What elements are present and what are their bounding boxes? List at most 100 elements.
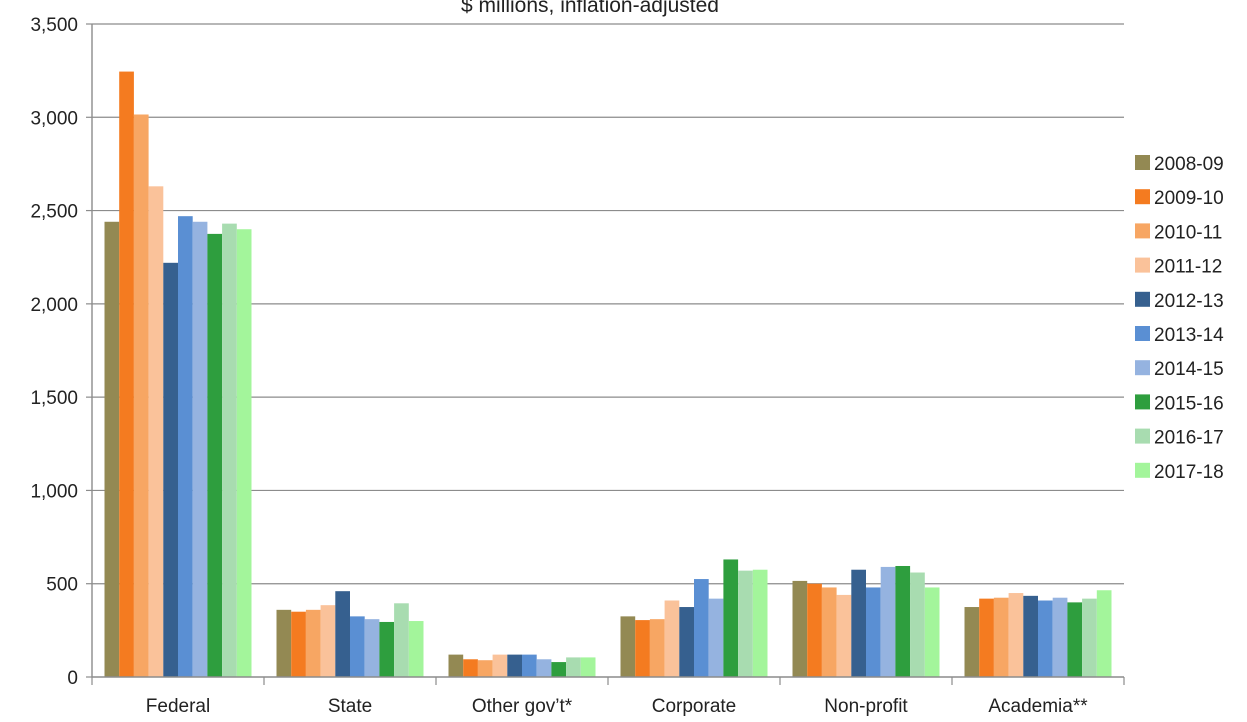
chart-subtitle: $ millions, inflation-adjusted xyxy=(461,0,719,17)
bar xyxy=(851,569,866,677)
bar xyxy=(979,598,994,677)
bar xyxy=(119,71,134,678)
y-axis: 0 500 1,000 1,500 2,000 2,500 3,000 3,500 xyxy=(30,15,93,689)
bar xyxy=(305,609,321,677)
bar xyxy=(364,619,380,677)
bar xyxy=(694,579,709,677)
legend-swatch xyxy=(1135,462,1150,478)
y-tick-label: 3,000 xyxy=(30,108,78,129)
bar xyxy=(792,580,808,677)
legend-swatch xyxy=(1135,257,1150,273)
bar xyxy=(536,659,552,677)
bar xyxy=(507,654,522,677)
x-category-label: State xyxy=(328,696,372,717)
legend-swatch xyxy=(1135,326,1150,341)
bar xyxy=(880,566,896,677)
bar xyxy=(635,620,650,677)
y-tick-label: 0 xyxy=(67,668,78,689)
legend-swatch xyxy=(1135,155,1150,170)
bar xyxy=(620,616,636,677)
bar xyxy=(866,587,881,677)
legend-label: 2017-18 xyxy=(1154,462,1224,483)
bar xyxy=(910,572,925,677)
bar xyxy=(276,609,292,677)
y-tick-label: 1,500 xyxy=(30,388,78,409)
x-axis: Federal State Other gov’t* Corporate Non-pro… xyxy=(91,676,1125,717)
bar xyxy=(335,591,350,677)
bar xyxy=(924,587,940,677)
legend-label: 2014-15 xyxy=(1154,359,1224,380)
bar xyxy=(291,611,306,677)
legend-label: 2013-14 xyxy=(1154,325,1224,346)
bar xyxy=(394,603,409,677)
bar xyxy=(752,569,768,677)
bar xyxy=(566,657,581,677)
bars xyxy=(104,71,1112,678)
y-tick-label: 2,000 xyxy=(30,295,78,316)
bar xyxy=(104,221,120,677)
bar xyxy=(708,598,724,677)
bar xyxy=(679,607,694,677)
bar xyxy=(1067,602,1083,677)
bar xyxy=(580,657,596,677)
bar xyxy=(133,114,149,678)
bar xyxy=(148,186,164,677)
legend-label: 2011-12 xyxy=(1154,257,1222,278)
x-category-label: Corporate xyxy=(652,696,737,717)
bar xyxy=(993,597,1009,677)
bar xyxy=(408,621,424,677)
x-category-label: Non-profit xyxy=(824,696,908,717)
bar xyxy=(163,262,178,677)
y-tick-label: 3,500 xyxy=(30,15,78,36)
legend-label: 2015-16 xyxy=(1154,393,1224,414)
y-tick-label: 500 xyxy=(46,575,78,596)
bar xyxy=(1052,597,1068,677)
y-tick-label: 1,000 xyxy=(30,481,78,502)
bar xyxy=(192,221,208,677)
legend-swatch xyxy=(1135,394,1150,410)
bar xyxy=(222,223,237,678)
legend-label: 2012-13 xyxy=(1154,291,1224,312)
x-category-label: Federal xyxy=(146,696,210,717)
x-category-label: Other gov’t* xyxy=(472,696,573,717)
bar xyxy=(477,660,493,677)
bar xyxy=(522,654,537,677)
bar xyxy=(723,559,739,677)
x-category-label: Academia** xyxy=(988,696,1088,717)
bar xyxy=(664,600,680,677)
bar xyxy=(964,607,980,677)
bar xyxy=(836,594,852,677)
bar xyxy=(649,619,665,677)
legend-swatch xyxy=(1135,223,1150,239)
bar xyxy=(1023,595,1038,677)
bar xyxy=(807,583,822,677)
bar xyxy=(207,233,223,677)
bar xyxy=(551,662,567,677)
legend-label: 2010-11 xyxy=(1154,222,1222,243)
legend-label: 2009-10 xyxy=(1154,188,1224,209)
legend-swatch xyxy=(1135,428,1150,444)
legend: 2008-09 2009-10 2010-11 2011-12 2012-13 2013-… xyxy=(1135,154,1224,483)
bar xyxy=(738,570,753,677)
bar xyxy=(379,621,395,677)
bar xyxy=(492,654,508,677)
gridlines xyxy=(92,23,1124,585)
bar xyxy=(350,616,365,677)
bar xyxy=(236,229,252,677)
bar xyxy=(1082,598,1097,677)
legend-label: 2008-09 xyxy=(1154,154,1224,175)
bar xyxy=(320,605,336,677)
y-tick-label: 2,500 xyxy=(30,202,78,223)
legend-swatch xyxy=(1135,189,1150,205)
bar xyxy=(895,565,911,677)
bar xyxy=(1008,593,1024,677)
legend-swatch xyxy=(1135,360,1150,376)
legend-label: 2016-17 xyxy=(1154,428,1224,449)
bar xyxy=(448,654,464,677)
legend-swatch xyxy=(1135,291,1150,307)
bar xyxy=(1038,600,1053,677)
bar xyxy=(1096,590,1112,677)
bar xyxy=(821,587,837,677)
bar xyxy=(463,659,478,677)
